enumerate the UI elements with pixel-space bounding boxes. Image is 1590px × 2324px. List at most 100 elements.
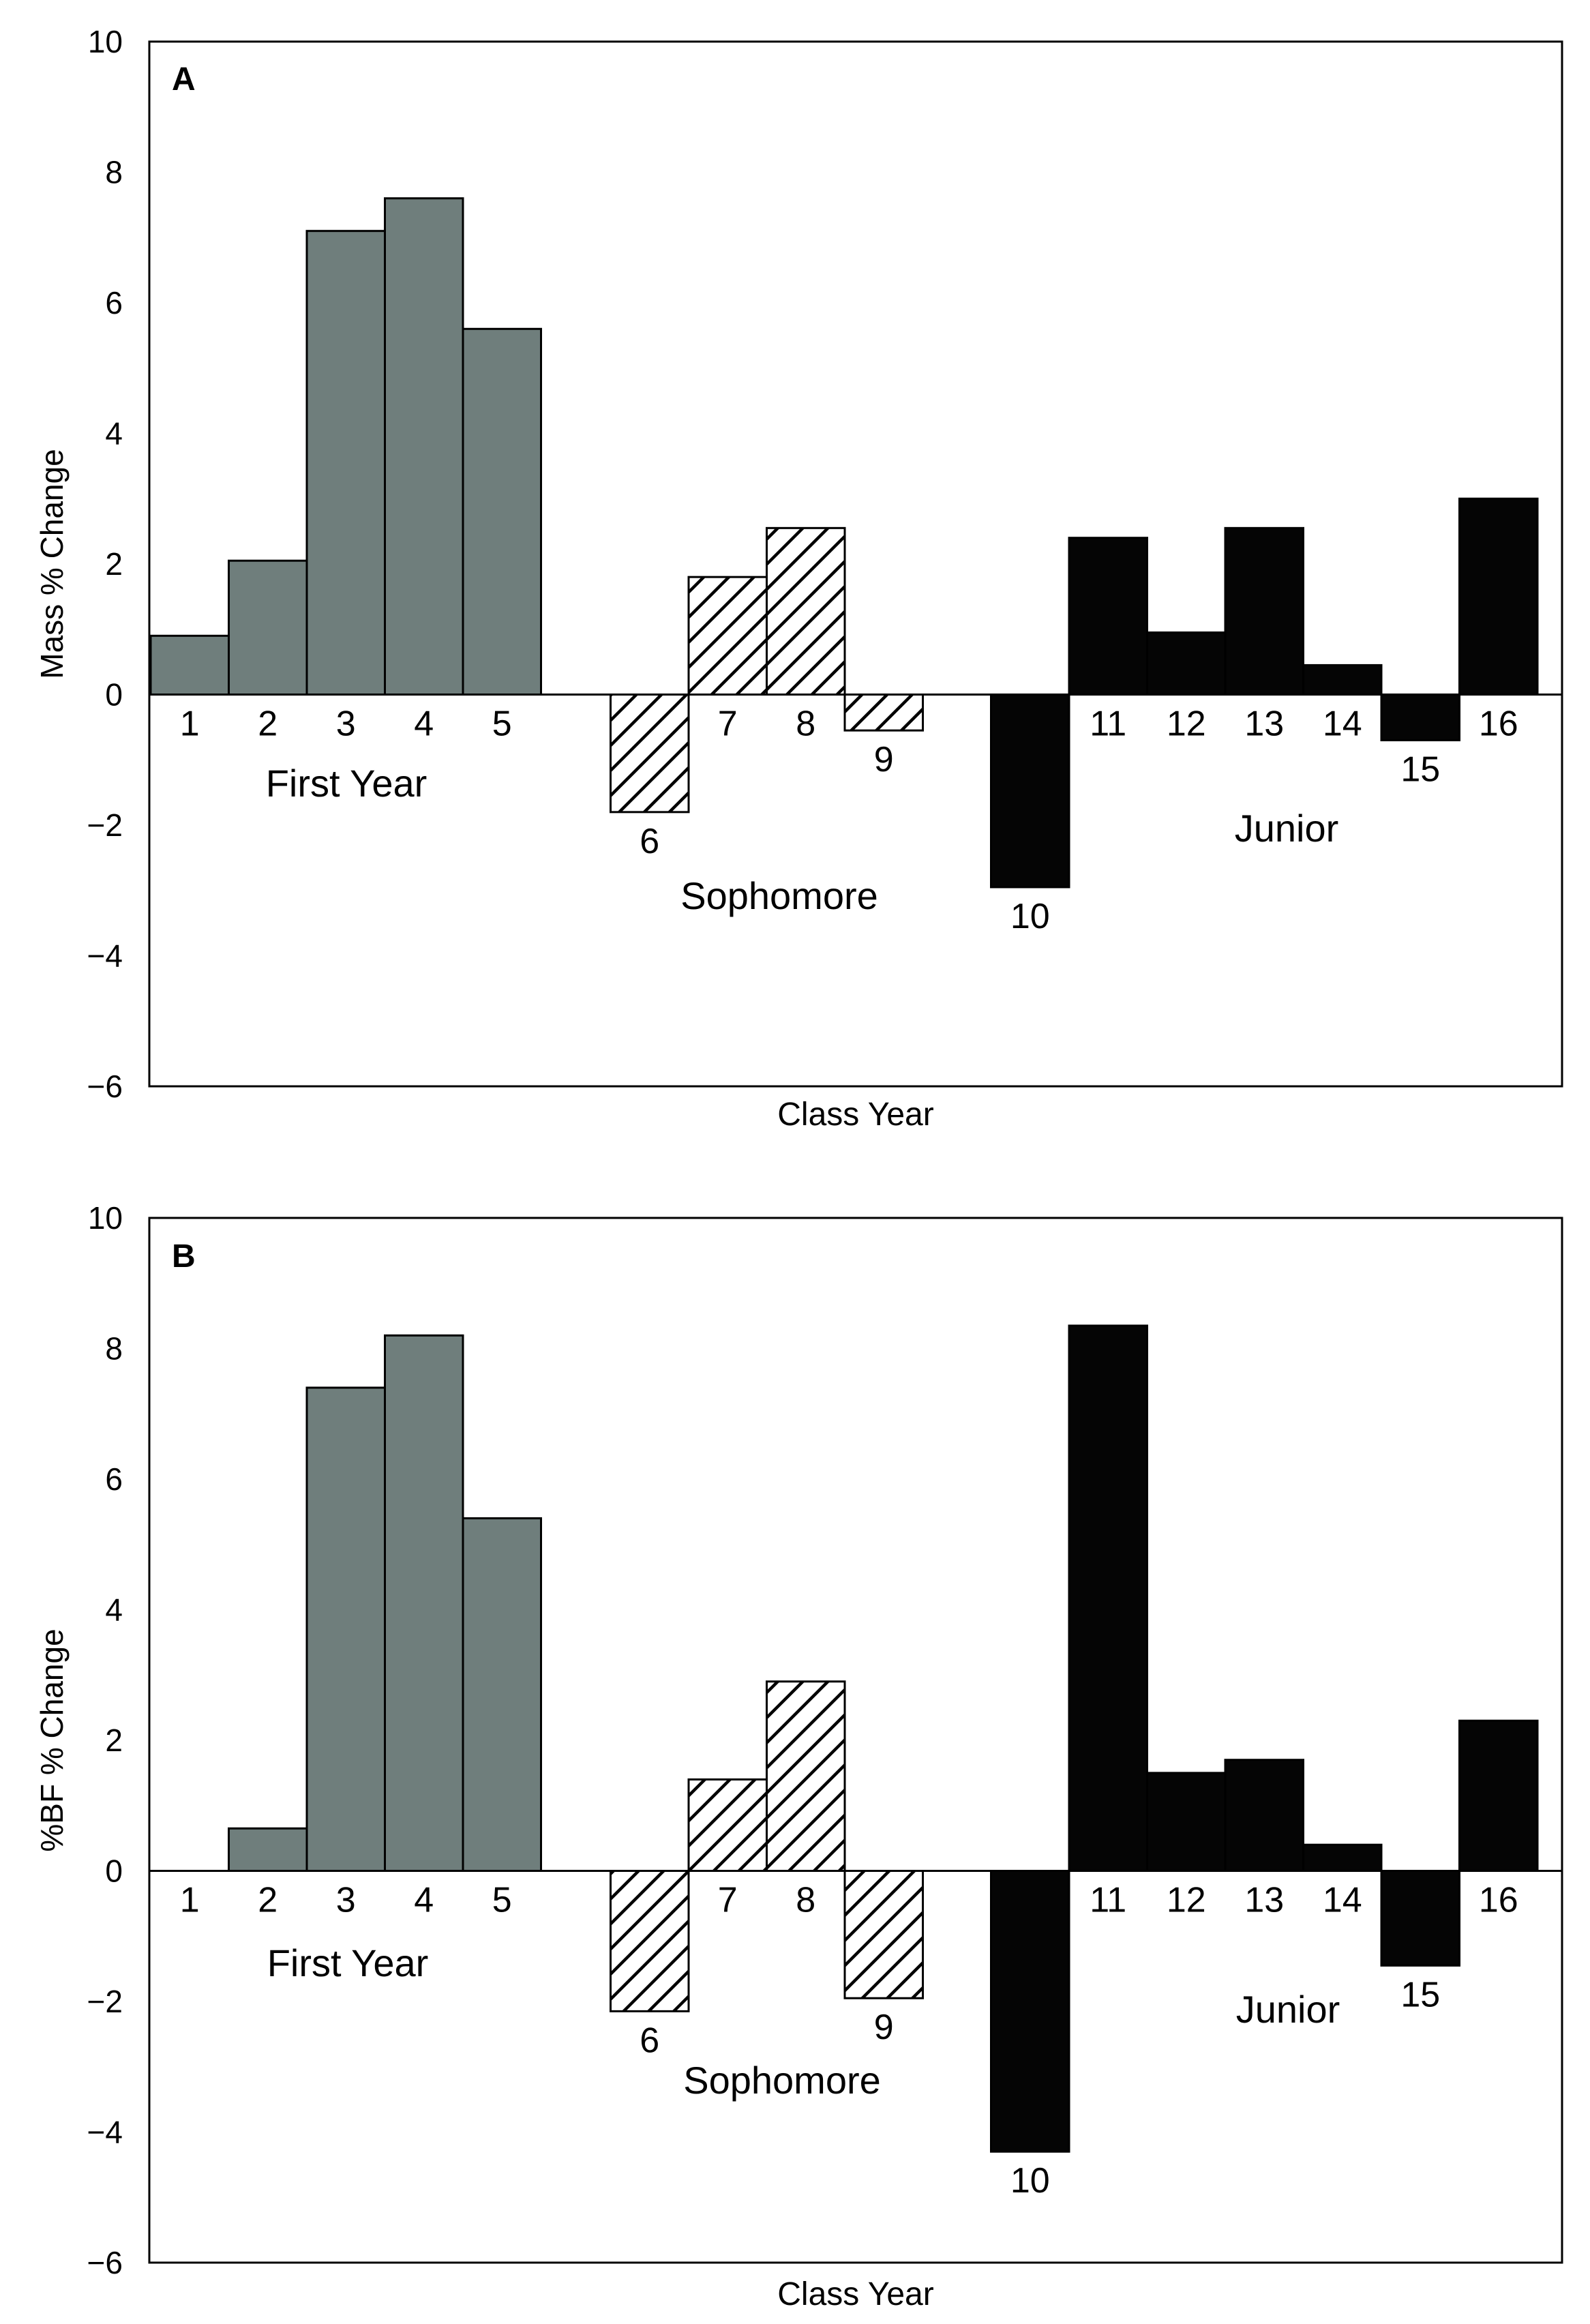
category-label-6: 6 [640,822,659,861]
group-label-sophomore-b: Sophomore [683,2059,881,2102]
bar-5 [462,1517,542,1872]
category-label-14: 14 [1323,704,1362,744]
category-label-9: 9 [874,740,894,779]
bar-9 [843,694,924,732]
y-tick-label: 10 [88,24,123,59]
bar-4 [384,1334,464,1872]
bar-7 [687,1778,768,1872]
group-label-first-year-b: First Year [267,1941,429,1984]
bar-16 [1458,1719,1539,1872]
category-label-4: 4 [414,704,434,744]
category-label-11: 11 [1090,1881,1126,1920]
y-tick-label: 10 [88,1200,123,1236]
category-label-10: 10 [1010,2161,1050,2201]
category-label-2: 2 [258,704,278,744]
category-label-4: 4 [414,1881,434,1920]
bar-7 [687,576,768,696]
group-label-junior-a: Junior [1235,807,1339,850]
group-label-first-year-a: First Year [266,762,427,805]
bar-8 [766,526,846,696]
bar-5 [462,327,542,696]
y-tick-label: 8 [105,155,123,190]
category-label-8: 8 [796,704,815,744]
category-label-15: 15 [1400,750,1440,790]
bar-10 [990,694,1070,889]
bar-3 [305,1386,386,1872]
y-tick-labels-b: 10 8 6 4 2 0 −2 −4 −6 [87,1200,123,2280]
bar-3 [305,230,386,696]
category-label-11: 11 [1090,704,1126,744]
y-tick-label: 4 [105,416,123,451]
panel-a: A Mass % Change Class Year 10 8 6 4 2 0 −2 −4 −6… [34,24,1563,1133]
y-tick-label: 0 [105,677,123,713]
bar-1 [149,634,230,696]
category-label-13: 13 [1244,704,1284,744]
bar-6 [610,1870,690,2012]
y-tick-label: 0 [105,1853,123,1889]
category-label-8: 8 [796,1881,815,1920]
category-label-15: 15 [1400,1975,1440,2014]
panel-label-b: B [172,1238,196,1275]
category-label-10: 10 [1010,897,1050,936]
y-tick-label: 2 [105,1723,123,1758]
y-tick-label: −2 [87,807,123,843]
category-label-7: 7 [718,704,738,744]
category-label-7: 7 [718,1881,738,1920]
category-label-1: 1 [180,704,200,744]
panel-b: B %BF % Change Class Year 1086420−2−4−6 … [34,1200,1563,2312]
y-tick-label: −6 [87,2245,123,2280]
y-tick-label: 6 [105,285,123,321]
category-label-5: 5 [492,704,512,744]
bar-13 [1224,1759,1304,1873]
bar-11 [1068,1324,1148,1873]
bar-4 [384,197,464,696]
category-label-2: 2 [258,1881,278,1920]
category-label-16: 16 [1479,704,1518,744]
bar-2 [228,559,308,696]
bar-12 [1146,1772,1227,1872]
y-tick-label: −6 [87,1069,123,1104]
bar-13 [1224,526,1304,696]
category-label-1: 1 [180,1881,200,1920]
bar-11 [1068,537,1148,696]
bar-6 [610,694,690,814]
plot-frame-b [148,1217,1563,2264]
category-label-9: 9 [874,2008,894,2047]
bar-14 [1302,1843,1383,1872]
x-axis-label-b: Class Year [777,2276,933,2312]
bar-15 [1380,1870,1460,1967]
bar-12 [1146,631,1227,696]
category-label-3: 3 [336,1881,356,1920]
category-label-14: 14 [1323,1881,1362,1920]
y-tick-label: 6 [105,1461,123,1497]
category-label-5: 5 [492,1881,512,1920]
category-label-3: 3 [336,704,356,744]
y-tick-label: −4 [87,938,123,974]
group-label-junior-b: Junior [1236,1988,1340,2031]
bar-15 [1380,694,1460,742]
x-axis-label-a: Class Year [777,1097,933,1133]
bars-b [228,1324,1539,2153]
panel-label-a: A [172,61,196,98]
bar-14 [1302,664,1383,696]
category-label-6: 6 [640,2021,659,2060]
y-tick-label: 4 [105,1592,123,1628]
y-tick-label: −4 [87,2115,123,2150]
y-tick-labels-a: 10 8 6 4 2 0 −2 −4 −6 [87,24,123,1104]
bar-10 [990,1870,1070,2153]
bar-16 [1458,497,1539,696]
category-label-16: 16 [1479,1881,1518,1920]
category-label-13: 13 [1244,1881,1284,1920]
bar-8 [766,1680,846,1872]
category-label-12: 12 [1167,1881,1206,1920]
bar-2 [228,1827,308,1872]
y-axis-label-b: %BF % Change [34,1628,70,1851]
category-label-12: 12 [1167,704,1206,744]
y-tick-label: −2 [87,1984,123,2019]
y-axis-label-a: Mass % Change [34,449,70,679]
y-tick-label: 2 [105,546,123,582]
group-label-sophomore-a: Sophomore [680,874,878,917]
